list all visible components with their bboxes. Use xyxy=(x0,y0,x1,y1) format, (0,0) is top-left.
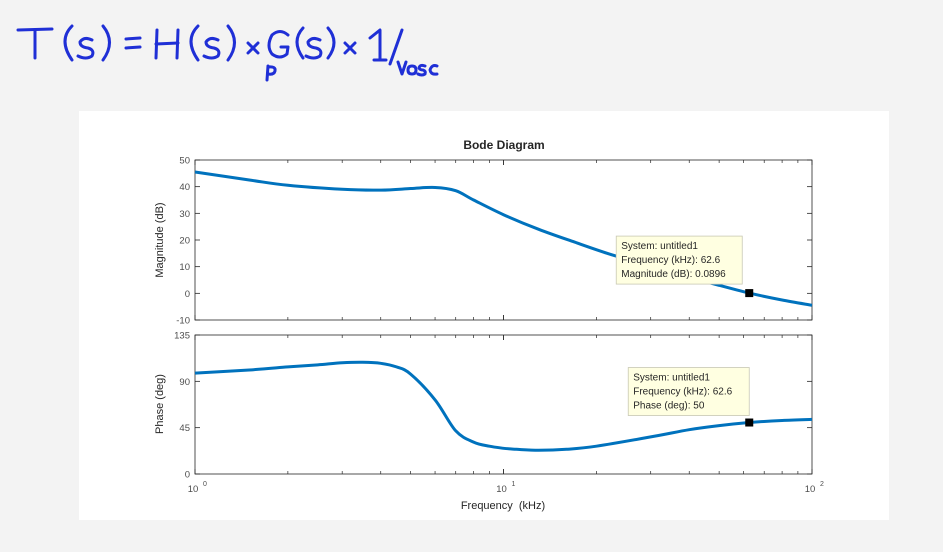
phase-y-axis-label: Phase (deg) xyxy=(154,374,166,434)
phase-series-line xyxy=(194,360,813,452)
chart-title: Bode Diagram xyxy=(463,138,544,152)
xtick-label: 10 xyxy=(496,484,507,495)
bode-diagram-svg: Bode Diagram -10 0 10 20 30 40 50 0 45 90 135 10 0 10… xyxy=(154,138,824,512)
magnitude-datatip-line: Magnitude (dB): 0.0896 xyxy=(621,269,726,280)
phase-ytick-label: 135 xyxy=(174,331,190,342)
phase-datatip-line: System: untitled1 xyxy=(633,373,710,384)
magnitude-ytick-label: -10 xyxy=(176,316,190,327)
magnitude-ytick-label: 10 xyxy=(179,262,190,273)
magnitude-ytick-label: 50 xyxy=(179,156,190,167)
phase-datatip[interactable]: System: untitled1 Frequency (kHz): 62.6 Ph… xyxy=(627,367,754,427)
magnitude-datatip-line: Frequency (kHz): 62.6 xyxy=(621,255,720,266)
xtick-label: 10 xyxy=(188,484,199,495)
lines-layer xyxy=(194,170,813,452)
xtick-label-exponent: 1 xyxy=(512,481,516,488)
magnitude-datatip-marker[interactable] xyxy=(745,289,754,298)
xtick-label: 10 xyxy=(805,484,816,495)
xtick-label-exponent: 0 xyxy=(203,481,207,488)
phase-ytick-label: 45 xyxy=(179,423,190,434)
magnitude-ytick-label: 0 xyxy=(185,289,190,300)
magnitude-series-line xyxy=(194,170,813,307)
datatips-layer: System: untitled1 Frequency (kHz): 62.6 Ma… xyxy=(615,235,754,427)
magnitude-datatip-line: System: untitled1 xyxy=(621,241,698,252)
xtick-label-exponent: 2 xyxy=(820,481,824,488)
magnitude-ytick-label: 30 xyxy=(179,209,190,220)
phase-datatip-line: Phase (deg): 50 xyxy=(633,401,705,412)
phase-ytick-label: 0 xyxy=(185,470,190,481)
x-axis-label: Frequency (kHz) xyxy=(461,500,545,512)
handwritten-equation xyxy=(16,24,439,82)
phase-datatip-marker[interactable] xyxy=(745,418,754,427)
magnitude-y-axis-label: Magnitude (dB) xyxy=(154,202,166,277)
figure-panel: Bode Diagram -10 0 10 20 30 40 50 0 45 90 135 10 0 10… xyxy=(79,111,889,520)
magnitude-ytick-label: 40 xyxy=(179,182,190,193)
phase-datatip-box xyxy=(627,367,750,416)
ticks-layer: -10 0 10 20 30 40 50 0 45 90 135 10 0 10 1 10 2 xyxy=(174,156,824,496)
magnitude-ytick-label: 20 xyxy=(179,236,190,247)
magnitude-datatip[interactable]: System: untitled1 Frequency (kHz): 62.6 Ma… xyxy=(615,235,754,298)
phase-ytick-label: 90 xyxy=(179,377,190,388)
phase-datatip-line: Frequency (kHz): 62.6 xyxy=(633,387,732,398)
magnitude-datatip-box xyxy=(615,235,743,285)
